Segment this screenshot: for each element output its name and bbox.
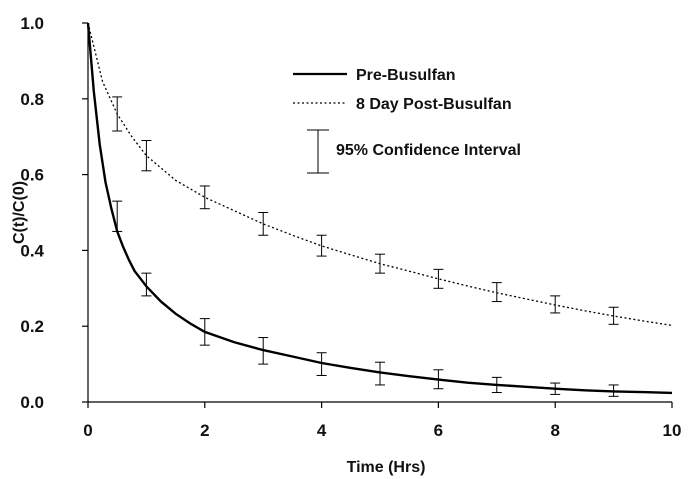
error-bar-post-busulfan [433, 268, 444, 289]
x-tick-label: 8 [550, 421, 559, 440]
y-tick-label: 0.0 [20, 393, 44, 412]
axes: 0.0 0.2 0.4 0.6 0.8 1.0 0 2 4 6 8 10 [20, 14, 681, 440]
x-ticks: 0 2 4 6 8 10 [83, 402, 681, 440]
y-tick-label: 0.6 [20, 166, 44, 185]
plot-area [86, 22, 673, 397]
legend-swatch-confidence-interval [307, 129, 329, 174]
y-axis-label: C(t)/C(0) [11, 181, 28, 244]
y-tick-label: 0.8 [20, 90, 44, 109]
error-bar-post-busulfan [258, 212, 269, 236]
error-bar-post-busulfan [316, 234, 327, 257]
error-bar-pre-busulfan [433, 369, 444, 390]
error-bar-pre-busulfan [550, 382, 561, 395]
error-bar-pre-busulfan [608, 384, 619, 397]
x-tick-label: 2 [200, 421, 209, 440]
y-tick-label: 0.4 [20, 241, 44, 260]
legend: Pre-Busulfan 8 Day Post-Busulfan 95% Con… [293, 67, 521, 174]
error-bar-pre-busulfan [258, 337, 269, 365]
error-bar-pre-busulfan [491, 376, 502, 394]
legend-label-pre-busulfan: Pre-Busulfan [356, 67, 456, 84]
confidence-intervals [112, 96, 619, 397]
x-tick-label: 10 [663, 421, 682, 440]
error-bar-post-busulfan [491, 282, 502, 303]
x-tick-label: 6 [434, 421, 443, 440]
x-tick-label: 0 [83, 421, 92, 440]
error-bar-post-busulfan [608, 306, 619, 325]
x-axis-label: Time (Hrs) [347, 459, 426, 476]
error-bar-post-busulfan [550, 295, 561, 314]
error-bar-post-busulfan [375, 253, 385, 274]
error-bar-pre-busulfan [375, 361, 385, 386]
error-bar-pre-busulfan [316, 352, 327, 376]
error-bar-pre-busulfan [141, 272, 152, 297]
y-ticks: 0.0 0.2 0.4 0.6 0.8 1.0 [20, 14, 88, 412]
y-tick-label: 1.0 [20, 14, 44, 33]
legend-label-post-busulfan: 8 Day Post-Busulfan [356, 96, 512, 113]
x-tick-label: 4 [317, 421, 327, 440]
error-bar-post-busulfan [141, 139, 152, 172]
error-bar-pre-busulfan [199, 318, 210, 346]
legend-label-confidence-interval: 95% Confidence Interval [336, 142, 521, 159]
y-tick-label: 0.2 [20, 317, 44, 336]
error-bar-post-busulfan [112, 96, 123, 132]
error-bar-pre-busulfan [112, 200, 123, 232]
error-bar-post-busulfan [199, 185, 210, 210]
